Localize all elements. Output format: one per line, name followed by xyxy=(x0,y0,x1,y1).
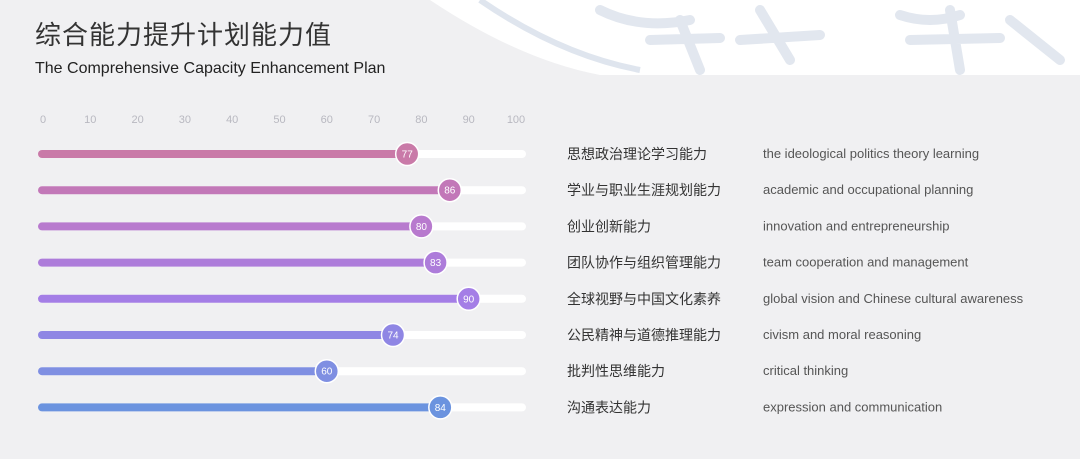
bar xyxy=(38,331,394,339)
data-label: 80 xyxy=(416,222,428,233)
bar xyxy=(38,186,450,195)
x-tick-label: 80 xyxy=(415,114,427,126)
category-label-en: academic and occupational planning xyxy=(763,182,973,197)
bar-end-marker xyxy=(394,141,420,167)
category-label-cn: 全球视野与中国文化素养 xyxy=(567,291,721,308)
category-label-en: civism and moral reasoning xyxy=(763,327,921,342)
bar xyxy=(38,367,327,376)
x-tick-label: 100 xyxy=(507,114,525,126)
category-label-cn: 批判性思维能力 xyxy=(567,364,665,380)
data-label: 90 xyxy=(463,294,475,305)
data-label: 74 xyxy=(387,331,399,342)
category-label-en: innovation and entrepreneurship xyxy=(763,218,949,233)
bar xyxy=(38,150,408,158)
x-tick-label: 0 xyxy=(40,114,46,126)
data-label: 77 xyxy=(402,150,414,161)
bar xyxy=(38,222,422,231)
x-tick-label: 10 xyxy=(84,114,96,126)
category-label-cn: 公民精神与道德推理能力 xyxy=(567,328,721,344)
category-label-en: global vision and Chinese cultural aware… xyxy=(763,291,1024,306)
category-label-en: expression and communication xyxy=(763,399,942,414)
category-label-cn: 思想政治理论学习能力 xyxy=(567,147,707,163)
x-tick-label: 70 xyxy=(368,114,380,126)
x-tick-label: 60 xyxy=(321,114,333,126)
x-tick-label: 20 xyxy=(131,114,143,126)
category-label-cn: 创业创新能力 xyxy=(567,219,651,235)
category-label-en: the ideological politics theory learning xyxy=(763,146,979,161)
data-label: 86 xyxy=(444,186,456,197)
bar xyxy=(38,258,436,267)
x-tick-label: 90 xyxy=(463,114,475,126)
x-tick-label: 50 xyxy=(273,114,285,126)
header: 综合能力提升计划能力值 The Comprehensive Capacity E… xyxy=(35,18,385,80)
category-label-en: critical thinking xyxy=(763,363,848,378)
bar-end-marker xyxy=(428,395,453,420)
category-label-en: team cooperation and management xyxy=(763,255,969,270)
bar-end-marker xyxy=(456,286,481,312)
x-tick-label: 40 xyxy=(226,114,238,126)
bar xyxy=(38,403,441,412)
page-subtitle: The Comprehensive Capacity Enhancement P… xyxy=(35,60,386,77)
data-label: 84 xyxy=(435,403,447,414)
data-label: 60 xyxy=(321,367,333,378)
bar-end-marker xyxy=(380,322,406,348)
bar-end-marker xyxy=(409,214,434,239)
category-label-cn: 团队协作与组织管理能力 xyxy=(567,256,721,272)
data-label: 83 xyxy=(430,258,442,269)
page-title: 综合能力提升计划能力值 xyxy=(35,21,333,51)
bar-end-marker xyxy=(314,358,340,384)
bar-end-marker xyxy=(437,177,463,203)
category-label-cn: 沟通表达能力 xyxy=(567,400,651,416)
bar-end-marker xyxy=(423,250,448,275)
category-label-cn: 学业与职业生涯规划能力 xyxy=(567,183,721,199)
x-tick-label: 30 xyxy=(179,114,191,126)
bar xyxy=(38,294,469,303)
